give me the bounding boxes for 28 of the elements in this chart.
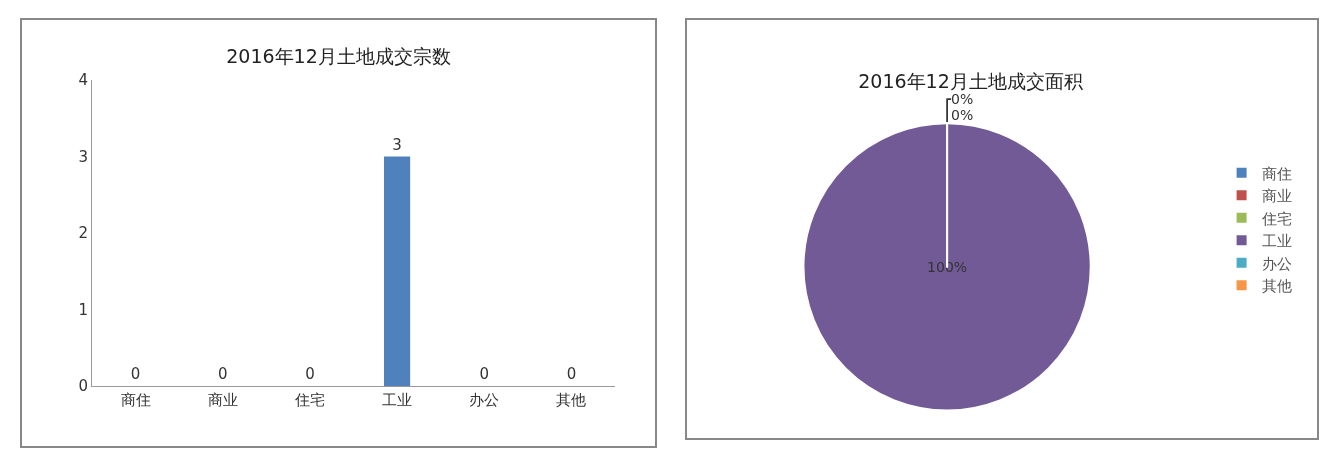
x-tick-label: 商业	[207, 391, 238, 409]
x-tick-label: 住宅	[293, 391, 325, 409]
legend-label: 其他	[1261, 277, 1292, 296]
data-label: 0	[566, 365, 577, 383]
y-tick-label: 4	[78, 71, 88, 90]
chart-title: 2016年12月土地成交面积	[858, 69, 1083, 92]
text: 0%	[951, 91, 974, 108]
data-label: 0	[305, 365, 315, 383]
text: 0%	[951, 107, 974, 124]
y-tick-label: 3	[78, 147, 88, 166]
x-tick-label: 工业	[382, 391, 413, 409]
chart-title: 2016年12月土地成交宗数	[226, 45, 451, 68]
x-tick-label: 商住	[120, 391, 151, 409]
data-label: 3	[392, 135, 402, 154]
x-tick-label: 其他	[556, 391, 587, 409]
legend-label: 住宅	[1260, 209, 1292, 228]
data-label: 0	[479, 365, 490, 383]
legend-label: 商住	[1261, 164, 1292, 183]
x-tick-label: 办公	[469, 391, 500, 409]
y-tick-label: 2	[78, 224, 88, 243]
data-label: 0	[217, 365, 228, 383]
data-label: 0	[130, 365, 141, 383]
legend-label: 商业	[1261, 187, 1292, 206]
legend-label: 办公	[1261, 254, 1292, 273]
y-tick-label: 0	[78, 377, 88, 396]
y-tick-label: 1	[78, 300, 88, 319]
legend-label: 工业	[1261, 232, 1292, 251]
data-label: 100%	[927, 258, 968, 275]
